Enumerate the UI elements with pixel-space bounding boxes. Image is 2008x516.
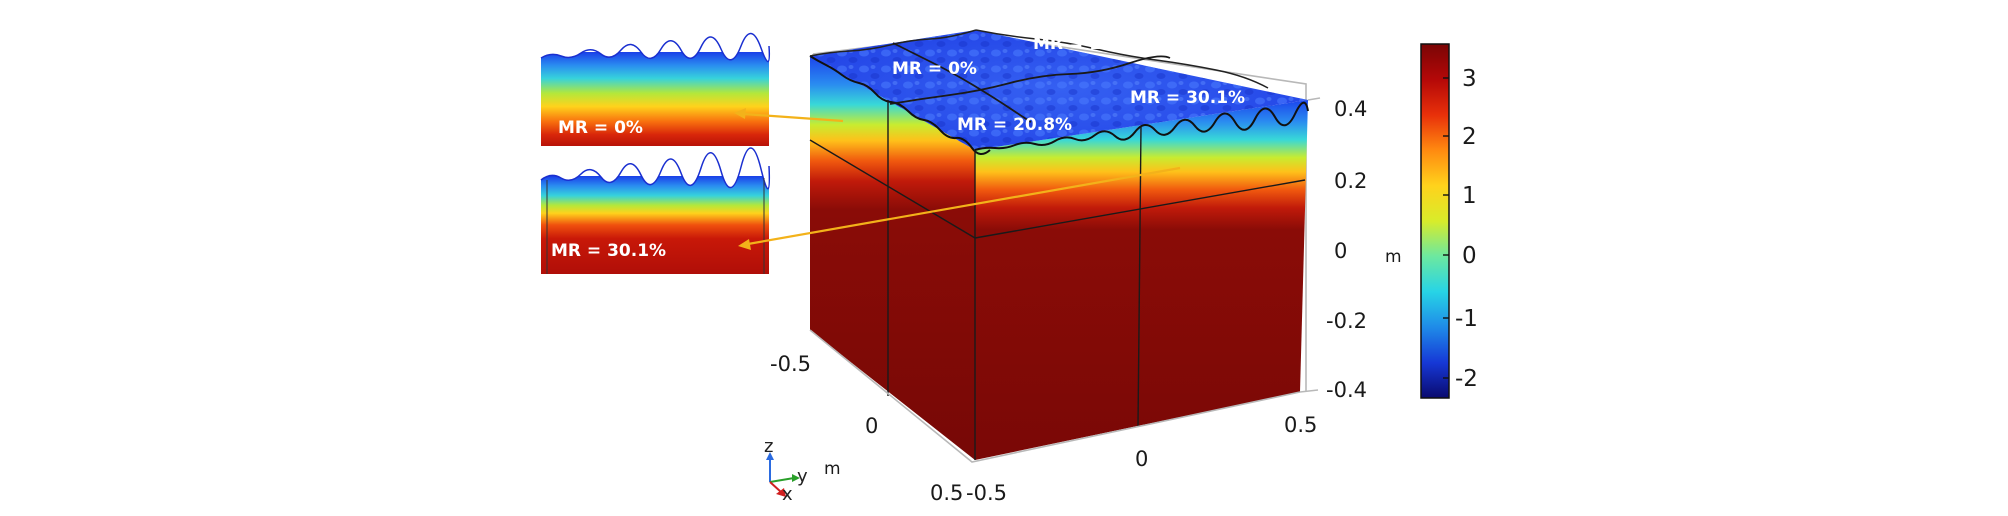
z-tick: 0: [1334, 239, 1347, 263]
y-axis-ticks: -0.5 0 0.5: [966, 413, 1317, 505]
y-tick: 0.5: [1284, 413, 1317, 437]
colorbar: 3 2 1 0 -1 -2: [1420, 43, 1478, 399]
z-tick: -0.2: [1326, 309, 1367, 333]
z-tick: -0.4: [1326, 378, 1367, 402]
cube-left-face: [810, 56, 975, 460]
colorbar-tick: -1: [1455, 306, 1478, 332]
z-axis-ticks: 0.4 0.2 0 -0.2 -0.4 m: [1326, 97, 1402, 402]
top-front-edge: [974, 101, 1309, 151]
triad-y-label: y: [797, 466, 808, 487]
top-divider-2: [889, 55, 1171, 105]
top-left-edge: [809, 55, 991, 155]
inset-upper-label: MR = 0%: [558, 118, 643, 138]
y-tick: -0.5: [966, 481, 1007, 505]
top-label-q3: MR = 20.8%: [957, 115, 1072, 135]
x-axis-ticks: -0.5 0 0.5 m: [770, 352, 963, 505]
inset-lower-label: MR = 30.1%: [551, 241, 666, 261]
colorbar-tick: -2: [1455, 366, 1478, 392]
colorbar-tick: 3: [1462, 66, 1477, 92]
top-label-q1: MR = 0%: [892, 59, 977, 79]
z-axis-unit: m: [1385, 247, 1402, 267]
colorbar-tick: 2: [1462, 124, 1477, 150]
axis-triad: z y x: [764, 436, 808, 505]
x-axis-unit: m: [824, 459, 841, 479]
triad-z-label: z: [764, 436, 773, 457]
top-divider-1: [892, 42, 1032, 123]
x-tick: 0: [865, 414, 878, 438]
callout-arrows: [734, 108, 1181, 250]
inset-upper: MR = 0%: [540, 32, 771, 146]
inset-lower: MR = 30.1%: [540, 147, 771, 274]
cube-front-face: [975, 100, 1308, 460]
arrow-lower: [747, 166, 1181, 246]
triad-x-label: x: [782, 484, 793, 505]
y-tick: 0: [1135, 447, 1148, 471]
z-tick: 0.4: [1334, 97, 1367, 121]
z-tick: 0.2: [1334, 169, 1367, 193]
colorbar-ticks: [1443, 77, 1449, 379]
arrow-upper: [743, 112, 844, 123]
colorbar-bar: [1420, 43, 1450, 399]
top-label-q4: MR = 30.1%: [1130, 88, 1245, 108]
colorbar-tick: 1: [1462, 183, 1477, 209]
x-tick: -0.5: [770, 352, 811, 376]
colorbar-tick: 0: [1462, 243, 1477, 269]
top-label-q2: MR = 12.6%: [1033, 34, 1148, 54]
x-tick: 0.5: [930, 481, 963, 505]
axis-box-front: [809, 97, 1321, 463]
